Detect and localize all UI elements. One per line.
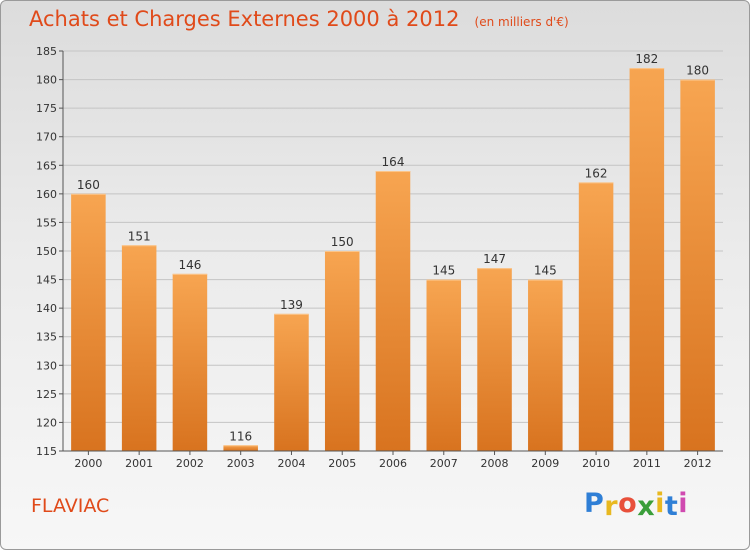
logo-letter: r bbox=[604, 491, 619, 522]
y-tick-label: 180 bbox=[36, 74, 57, 87]
logo-letter: i bbox=[678, 488, 689, 519]
y-tick-label: 135 bbox=[36, 331, 57, 344]
bar-2001 bbox=[121, 245, 157, 451]
bar-2008 bbox=[477, 268, 512, 451]
data-label-2010: 162 bbox=[585, 166, 608, 180]
x-tick-label-2006: 2006 bbox=[379, 457, 407, 470]
bar-2000 bbox=[71, 193, 106, 451]
bar-2009 bbox=[528, 279, 563, 451]
logo-letter: i bbox=[655, 488, 665, 519]
logo-letter: o bbox=[618, 488, 638, 519]
x-tick-label-2007: 2007 bbox=[430, 457, 458, 470]
data-label-2004: 139 bbox=[280, 298, 303, 312]
data-label-2008: 147 bbox=[483, 252, 506, 266]
y-tick-label: 160 bbox=[36, 188, 57, 201]
data-label-2006: 164 bbox=[382, 155, 405, 169]
x-tick-label-2010: 2010 bbox=[582, 457, 610, 470]
y-tick-label: 115 bbox=[36, 445, 57, 458]
bar-2002 bbox=[172, 273, 208, 451]
chart-title: Achats et Charges Externes 2000 à 2012 bbox=[29, 7, 460, 31]
title-row: Achats et Charges Externes 2000 à 2012 (… bbox=[29, 7, 569, 31]
logo-letter: x bbox=[637, 491, 656, 522]
y-tick-label: 165 bbox=[36, 159, 57, 172]
chart-unit: (en milliers d'€) bbox=[474, 15, 569, 29]
y-tick-label: 140 bbox=[36, 302, 57, 315]
y-tick-label: 155 bbox=[36, 216, 57, 229]
x-tick-label-2008: 2008 bbox=[481, 457, 509, 470]
x-tick-label-2005: 2005 bbox=[328, 457, 356, 470]
bars bbox=[71, 68, 715, 452]
data-labels: 160 151 146 116 139 150 164 145 147 145 162 182 180 bbox=[77, 52, 709, 443]
data-label-2007: 145 bbox=[432, 264, 455, 278]
x-tick-label-2009: 2009 bbox=[531, 457, 559, 470]
bar-2003 bbox=[223, 445, 258, 451]
y-tick-label: 175 bbox=[36, 102, 57, 115]
data-label-2000: 160 bbox=[77, 178, 100, 192]
data-label-2005: 150 bbox=[331, 235, 354, 249]
y-tick-label: 170 bbox=[36, 131, 57, 144]
bar-2011 bbox=[629, 68, 665, 452]
data-label-2003: 116 bbox=[229, 429, 252, 443]
logo-letter: t bbox=[664, 491, 679, 522]
x-tick-label-2004: 2004 bbox=[277, 457, 305, 470]
x-tick-label-2011: 2011 bbox=[633, 457, 661, 470]
proxiti-logo[interactable]: Proxiti bbox=[584, 488, 689, 522]
x-tick-label-2012: 2012 bbox=[684, 457, 712, 470]
y-tick-label: 120 bbox=[36, 416, 57, 429]
data-label-2011: 182 bbox=[635, 52, 658, 66]
x-tick-label-2003: 2003 bbox=[227, 457, 255, 470]
bar-2012 bbox=[680, 79, 715, 452]
x-tick-label-2002: 2002 bbox=[176, 457, 204, 470]
y-tick-label: 130 bbox=[36, 359, 57, 372]
bar-2010 bbox=[578, 182, 614, 451]
bar-2005 bbox=[324, 251, 360, 451]
y-tick-label: 185 bbox=[36, 45, 57, 58]
y-tick-label: 145 bbox=[36, 274, 57, 287]
logo-letter: P bbox=[584, 488, 605, 519]
bar-2004 bbox=[274, 313, 309, 451]
y-tick-label: 125 bbox=[36, 388, 57, 401]
commune-name: FLAVIAC bbox=[31, 495, 110, 517]
x-tick-label-2000: 2000 bbox=[74, 457, 102, 470]
x-tick-label-2001: 2001 bbox=[125, 457, 153, 470]
y-tick-label: 150 bbox=[36, 245, 57, 258]
data-label-2001: 151 bbox=[128, 229, 151, 243]
axes: 115 120 125 130 135 140 145 150 155 160 165 170 175 1… bbox=[36, 45, 723, 470]
bar-2006 bbox=[375, 171, 411, 451]
bar-2007 bbox=[426, 279, 462, 451]
data-label-2009: 145 bbox=[534, 264, 557, 278]
data-label-2002: 146 bbox=[178, 258, 201, 272]
data-label-2012: 180 bbox=[686, 64, 709, 78]
